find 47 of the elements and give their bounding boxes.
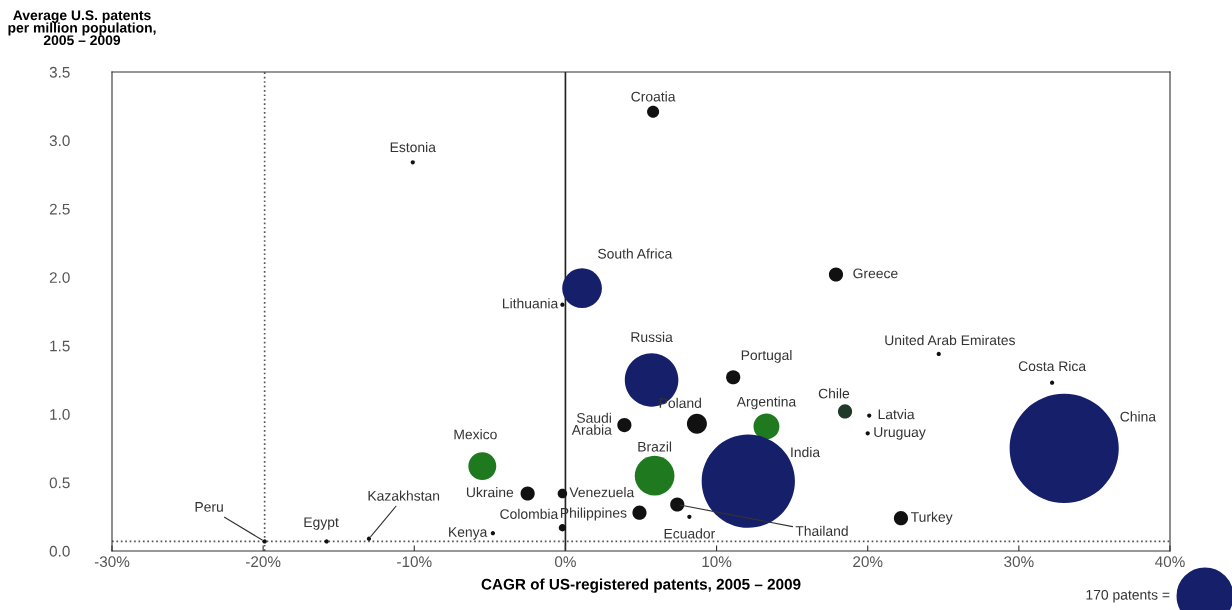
annotation: Thailand — [795, 525, 848, 536]
annotation: Ukraine — [466, 487, 514, 498]
x-tick-label: 30% — [1004, 556, 1034, 568]
y-tick-label: 3.0 — [49, 135, 70, 147]
annotation: Kenya — [449, 527, 488, 540]
annotation: Lithuania — [503, 298, 559, 309]
annotation: Egypt — [304, 517, 339, 530]
annotation: Colombia — [500, 508, 559, 519]
annotation: Venezuela — [569, 487, 635, 498]
y-tick-label: 2.0 — [49, 272, 70, 283]
annotation: Peru — [195, 502, 223, 512]
annotation: Mexico — [454, 429, 497, 440]
annotation: Saudi Arabia — [571, 412, 612, 435]
annotation: China — [1120, 411, 1157, 422]
y-tick-label: 1.0 — [50, 409, 70, 420]
x-axis-title: CAGR of US-registered patents, 2005 – 2009 — [481, 578, 801, 593]
annotation: Uruguay — [874, 427, 926, 440]
y-tick-label: 0.0 — [49, 545, 70, 557]
x-tick-label: 40% — [1155, 556, 1185, 568]
annotation: Costa Rica — [1018, 360, 1087, 372]
annotation: South Africa — [598, 248, 673, 259]
annotation: Latvia — [878, 409, 915, 420]
x-tick-label: 0% — [554, 556, 576, 568]
annotation: Greece — [853, 268, 898, 279]
annotation: Turkey — [911, 511, 953, 525]
x-tick-label: -10% — [397, 556, 432, 568]
x-tick-label: 20% — [853, 556, 883, 568]
annotation: India — [791, 446, 821, 458]
legend-label: 170 patents = — [1086, 589, 1170, 603]
annotation: Russia — [631, 331, 673, 342]
annotation: Chile — [818, 388, 850, 399]
y-axis-title: Average U.S. patents per million population, 2005 – 2009 — [8, 10, 156, 46]
annotation: Croatia — [631, 91, 676, 102]
y-tick-label: 3.5 — [49, 66, 70, 78]
annotation: Brazil — [638, 441, 672, 452]
annotation: Argentina — [736, 396, 797, 410]
x-tick-label: 10% — [702, 556, 732, 568]
annotation: Portugal — [741, 349, 792, 363]
annotation: Ecuador — [664, 528, 715, 539]
annotation: Kazakhstan — [368, 490, 440, 501]
y-tick-label: 0.5 — [49, 477, 70, 489]
y-tick-label: 1.5 — [50, 340, 70, 352]
annotation: Estonia — [390, 141, 436, 153]
x-tick-label: -20% — [245, 556, 281, 568]
x-tick-label: -30% — [94, 556, 130, 568]
annotation: United Arab Emirates — [885, 334, 1015, 346]
y-tick-label: 2.5 — [49, 203, 70, 215]
